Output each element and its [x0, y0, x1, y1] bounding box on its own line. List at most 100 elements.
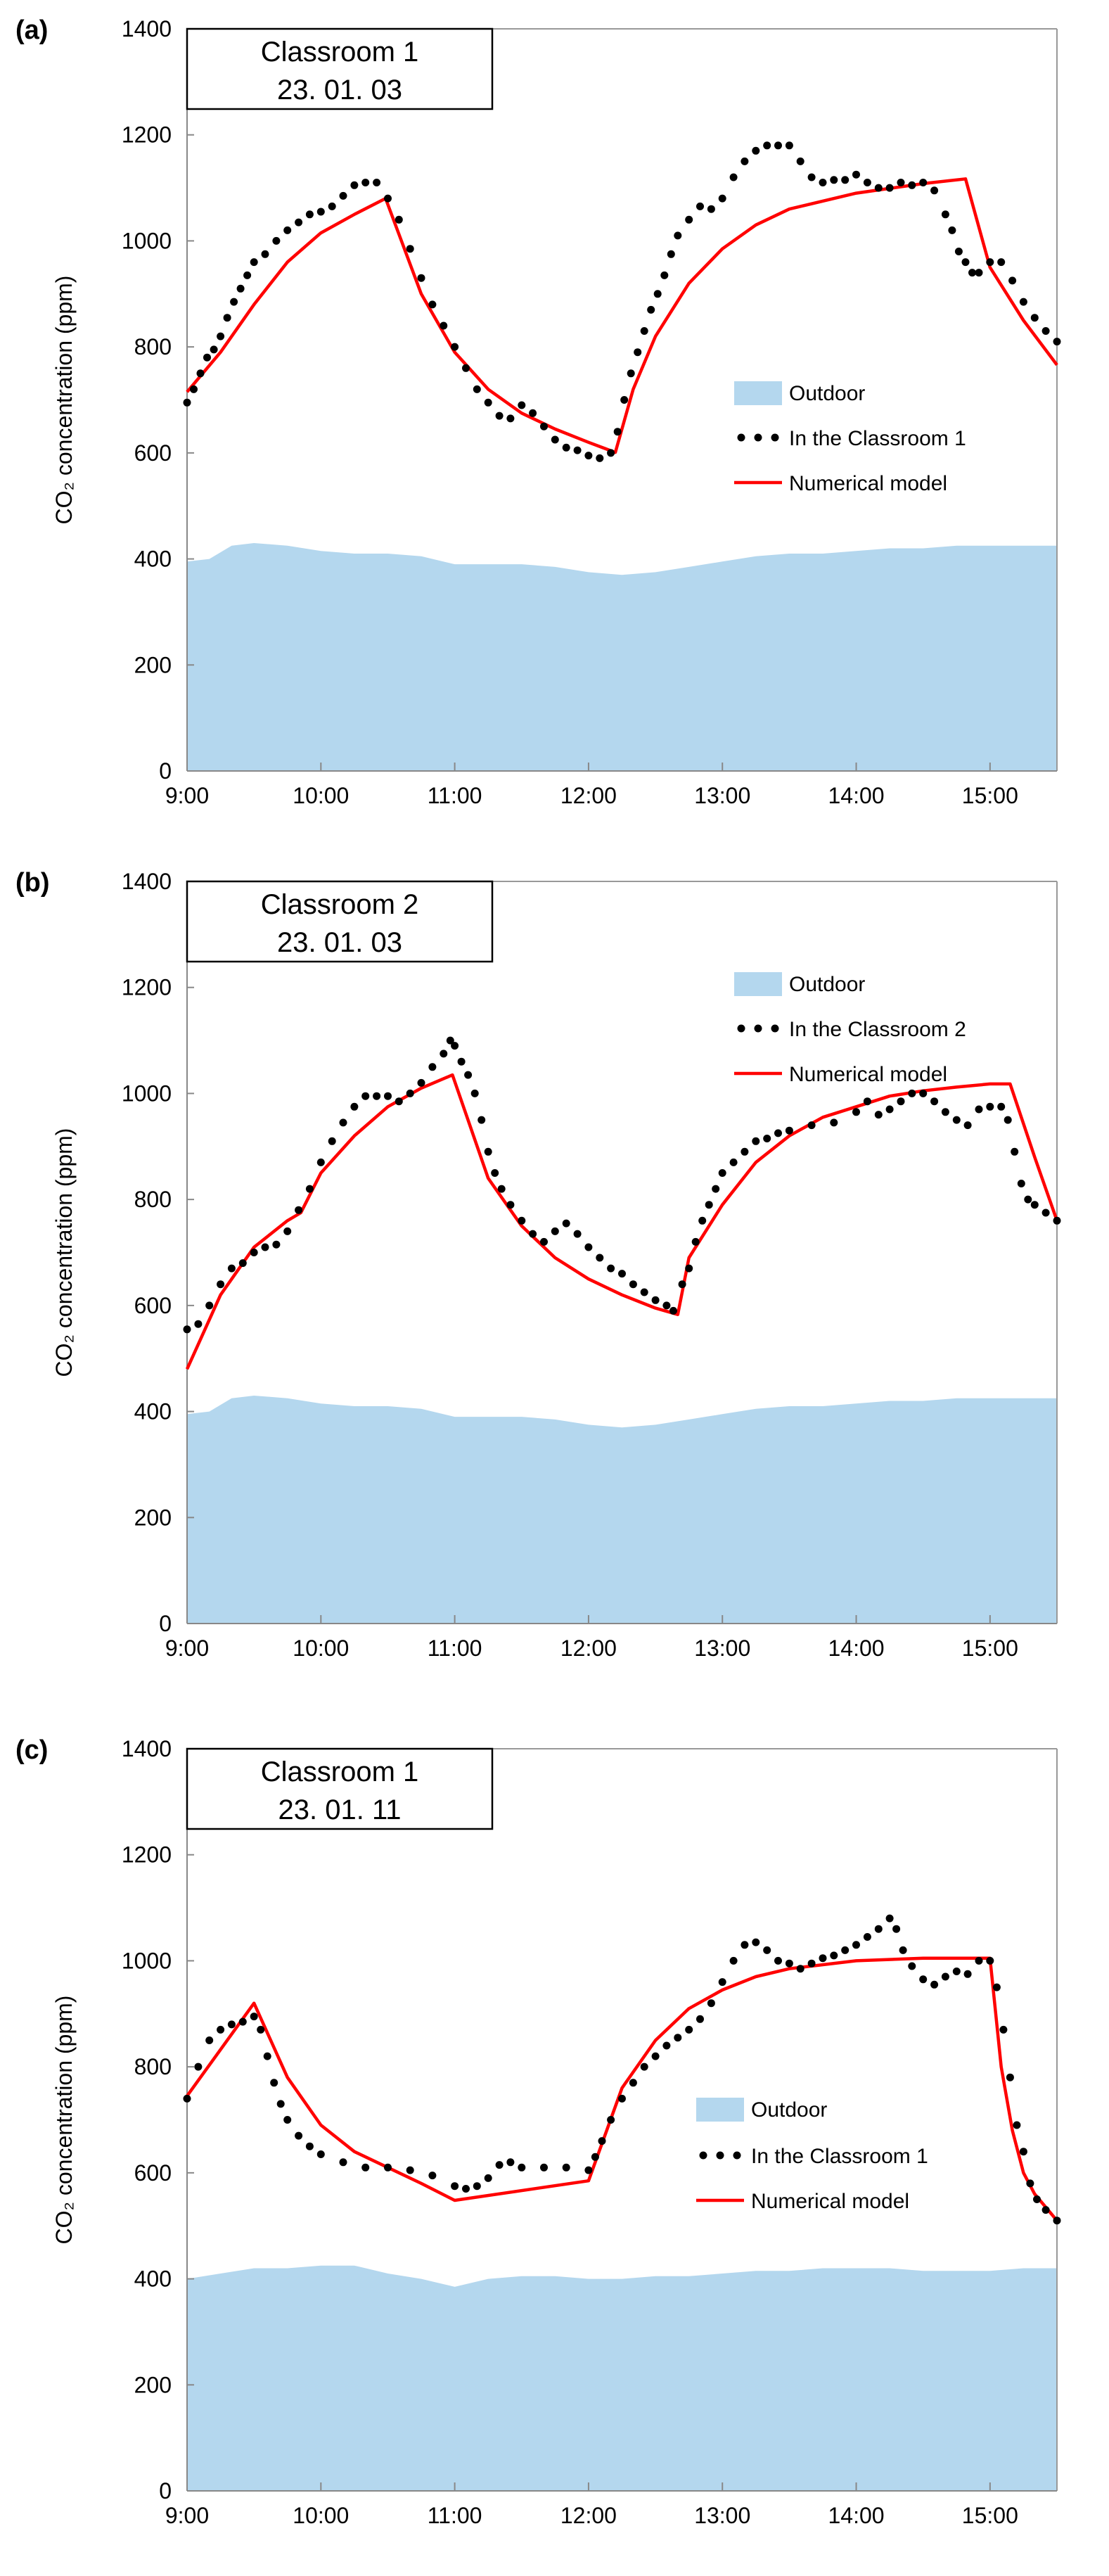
measured-point: [529, 409, 537, 417]
measured-point: [691, 1237, 700, 1246]
measured-point: [774, 1129, 782, 1137]
measured-point: [406, 245, 414, 253]
measured-point: [796, 157, 804, 165]
measured-point: [948, 226, 956, 234]
measured-point: [651, 1296, 660, 1304]
measured-point: [384, 1092, 392, 1100]
measured-point: [874, 1111, 883, 1119]
measured-point: [741, 1941, 749, 1949]
measured-point: [562, 443, 570, 452]
x-tick-label: 14:00: [828, 2503, 884, 2528]
measured-point: [183, 398, 191, 407]
measured-point: [1041, 2206, 1050, 2214]
measured-point: [660, 271, 669, 279]
legend-label-measured: In the Classroom 1: [751, 2145, 928, 2168]
measured-point: [272, 236, 281, 245]
measured-point: [874, 1925, 883, 1933]
measured-point: [1024, 1195, 1032, 1204]
y-tick-label: 0: [159, 758, 172, 784]
legend-swatch-measured-dot: [771, 1024, 779, 1033]
y-tick-label: 800: [134, 1187, 172, 1212]
measured-point: [647, 305, 655, 314]
measured-point: [227, 2020, 236, 2029]
measured-point: [975, 1105, 983, 1114]
measured-point: [473, 385, 481, 393]
measured-point: [986, 258, 994, 267]
title-box-classroom: Classroom 1: [261, 1756, 419, 1787]
x-tick-label: 11:00: [428, 1635, 482, 1661]
measured-point: [283, 1227, 292, 1235]
y-tick-label: 600: [134, 2160, 172, 2186]
x-tick-label: 14:00: [828, 1635, 884, 1661]
measured-point: [238, 2017, 247, 2026]
measured-point: [243, 271, 252, 279]
measured-point: [395, 215, 403, 224]
y-tick-label: 0: [159, 2478, 172, 2504]
measured-point: [651, 2052, 660, 2060]
measured-point: [1041, 327, 1050, 335]
measured-point: [752, 146, 760, 155]
chart-panel-b: 0 200 400 600 800 1000 1200 1400 9:00 10:00 11:00 1…: [15, 868, 1061, 1661]
y-axis-label: CO₂ concentration (ppm): [51, 276, 77, 525]
measured-point: [428, 1063, 437, 1071]
measured-point: [506, 2158, 515, 2167]
measured-point: [707, 1999, 715, 2008]
y-tick-label: 800: [134, 2054, 172, 2079]
measured-point: [203, 353, 211, 362]
measured-point: [295, 2131, 303, 2140]
title-box: [186, 27, 494, 110]
title-box-classroom: Classroom 1: [261, 37, 419, 68]
measured-point: [620, 396, 629, 404]
measured-point: [640, 327, 648, 335]
measured-point: [892, 1925, 901, 1933]
measured-point: [852, 1941, 860, 1949]
measured-point: [885, 184, 894, 192]
legend-label-outdoor: Outdoor: [789, 973, 865, 996]
legend: Outdoor In the Classroom 1 Numerical model: [696, 2098, 928, 2213]
measured-point: [968, 269, 976, 277]
measured-point: [417, 1078, 425, 1087]
measured-point: [1053, 1216, 1061, 1225]
legend-swatch-outdoor: [734, 381, 782, 405]
measured-point: [667, 250, 675, 258]
measured-point: [774, 141, 782, 150]
measured-point: [210, 345, 218, 354]
measured-point: [1019, 2148, 1027, 2156]
measured-point: [272, 1240, 281, 1249]
measured-point: [373, 1092, 381, 1100]
measured-point: [698, 1216, 707, 1225]
measured-point: [484, 1147, 492, 1156]
measured-point: [205, 2036, 214, 2044]
numerical-model-line: [185, 1073, 1059, 1370]
measured-point: [518, 1216, 526, 1225]
measured-point: [361, 179, 370, 186]
measured-point: [712, 1185, 720, 1193]
x-tick-label: 15:00: [962, 2503, 1018, 2528]
y-tick-label: 400: [134, 2266, 172, 2292]
measured-point: [640, 2062, 648, 2071]
measured-point: [270, 2079, 278, 2087]
y-axis-label: CO₂ concentration (ppm): [51, 1996, 77, 2245]
measured-point: [596, 1254, 604, 1262]
measured-point: [618, 1270, 626, 1278]
measured-point: [540, 2163, 548, 2172]
measured-point: [785, 1959, 793, 1968]
measured-point: [283, 226, 292, 234]
measured-point: [451, 2182, 459, 2191]
measured-point: [685, 2025, 693, 2034]
measured-point: [874, 184, 883, 192]
measured-point: [339, 1118, 347, 1127]
legend-swatch-measured-dot: [754, 1024, 762, 1033]
measured-point: [261, 1243, 269, 1251]
measured-point: [194, 1320, 203, 1328]
measured-point: [518, 2163, 526, 2172]
y-tick-label: 1000: [122, 1948, 172, 1973]
measured-point: [384, 194, 392, 203]
legend-swatch-measured-dot: [771, 433, 779, 442]
y-tick-label: 600: [134, 1293, 172, 1318]
measured-point: [384, 2163, 392, 2172]
measured-point: [257, 2025, 265, 2034]
legend-label-measured: In the Classroom 1: [789, 427, 966, 450]
y-tick-label: 400: [134, 1399, 172, 1424]
